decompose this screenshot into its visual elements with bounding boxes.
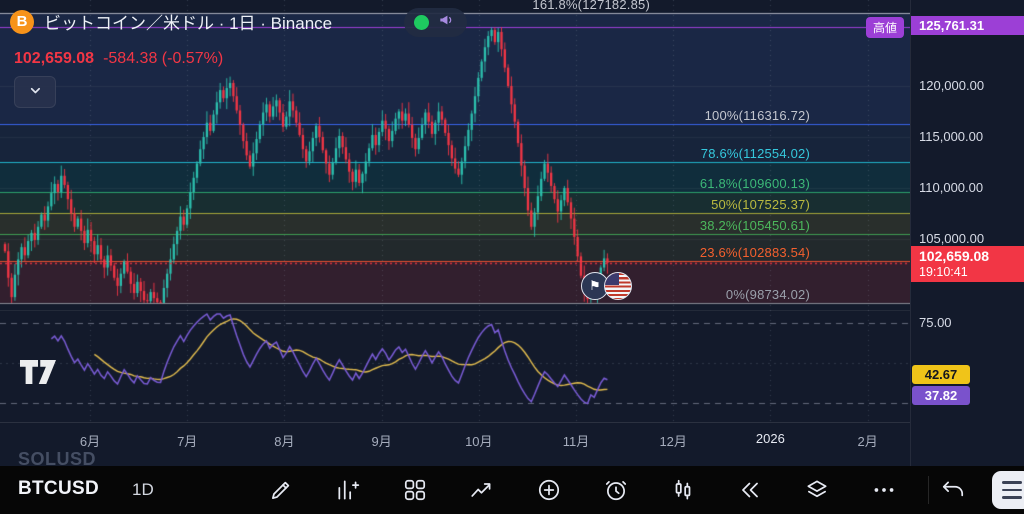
- price-chart-canvas[interactable]: [0, 0, 910, 466]
- price-axis-tick: 115,000.00: [919, 129, 984, 144]
- chevron-down-icon: [25, 80, 45, 105]
- time-axis-label[interactable]: 2月: [857, 434, 878, 449]
- rsi-value-badge: 37.82: [912, 385, 970, 405]
- megaphone-icon[interactable]: [437, 10, 457, 35]
- rsi-axis-tick: 75.00: [919, 315, 952, 330]
- trend-arrow-icon[interactable]: [469, 477, 497, 503]
- rsi-ma-value-badge: 42.67: [912, 364, 970, 384]
- time-axis-label[interactable]: 2026: [755, 431, 785, 446]
- toolbar-interval-button[interactable]: 1D: [132, 480, 154, 499]
- time-axis-label[interactable]: 12月: [659, 434, 687, 449]
- high-price-axis-badge: 125,761.31: [911, 16, 1024, 36]
- toolbar-divider: [928, 476, 929, 504]
- price-axis-tick: 120,000.00: [919, 78, 985, 93]
- price-change: -584.38 (-0.57%): [103, 50, 224, 67]
- status-pill[interactable]: [404, 8, 467, 37]
- event-flags-marker[interactable]: ⚑: [581, 272, 632, 300]
- chart-type-candles-icon[interactable]: [670, 477, 698, 503]
- price-row: 102,659.08 -584.38 (-0.57%): [14, 50, 223, 68]
- more-icon[interactable]: [871, 477, 899, 503]
- indicators-icon[interactable]: [335, 477, 363, 503]
- price-axis-tick: 110,000.00: [919, 180, 984, 195]
- symbol-title[interactable]: ビットコイン／米ドル · 1日 · Binance: [44, 14, 333, 33]
- bottom-toolbar: BTCUSD 1D: [0, 466, 1024, 514]
- watchlist-ghost-symbol: SOLUSD: [18, 449, 97, 469]
- pane-separator[interactable]: [0, 310, 1024, 311]
- time-axis-label[interactable]: 6月: [79, 434, 101, 449]
- replay-icon[interactable]: [737, 477, 765, 503]
- last-price: 102,659.08: [14, 50, 95, 67]
- time-axis-separator: [0, 422, 1024, 423]
- us-flag-icon[interactable]: [604, 272, 632, 300]
- layout-grid-icon[interactable]: [402, 477, 430, 503]
- time-axis-label[interactable]: 7月: [177, 434, 198, 449]
- market-status-dot-icon: [414, 15, 429, 30]
- time-axis-label[interactable]: 11月: [562, 434, 590, 449]
- toolbar-symbol-button[interactable]: BTCUSD: [18, 478, 99, 499]
- bitcoin-logo-icon: B: [10, 9, 34, 34]
- toolbar-icons: [0, 466, 1024, 514]
- time-axis-label[interactable]: 9月: [371, 434, 392, 449]
- time-axis[interactable]: 6月 7月 8月 9月 10月 11月 12月 2026 2月: [0, 422, 910, 466]
- draw-icon[interactable]: [268, 477, 296, 503]
- time-axis-label[interactable]: 8月: [274, 434, 295, 449]
- layers-icon[interactable]: [804, 477, 832, 503]
- price-axis[interactable]: 120,000.00 115,000.00 110,000.00 105,000.00…: [910, 0, 1024, 466]
- collapse-legend-button[interactable]: [14, 76, 56, 108]
- add-icon[interactable]: [536, 477, 564, 503]
- price-axis-tick: 105,000.00: [919, 231, 985, 246]
- tradingview-logo: [20, 360, 62, 395]
- current-price-axis-badge: 102,659.08 19:10:41: [911, 245, 1024, 282]
- menu-icon[interactable]: [992, 471, 1024, 509]
- alert-icon[interactable]: [603, 477, 631, 503]
- chart-header: B ビットコイン／米ドル · 1日 · Binance: [10, 9, 332, 34]
- undo-icon[interactable]: [940, 477, 968, 503]
- high-price-label-badge: 高値: [865, 17, 904, 39]
- time-axis-label[interactable]: 10月: [465, 434, 493, 449]
